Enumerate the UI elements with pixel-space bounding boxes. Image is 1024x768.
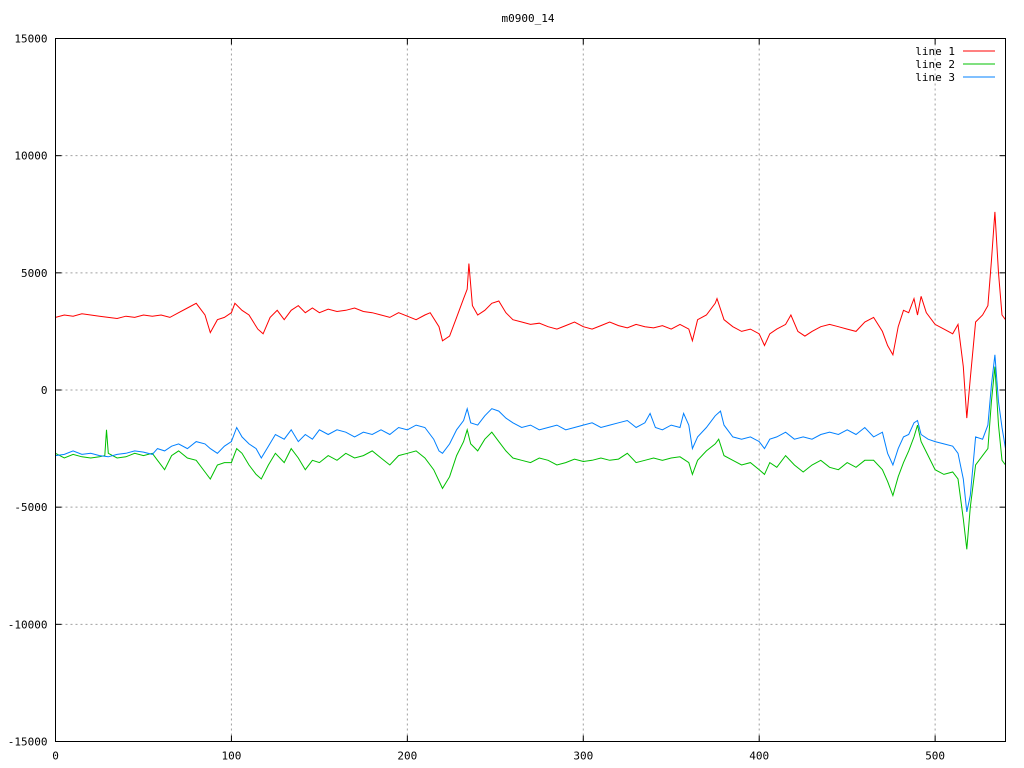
y-tick-label: -15000 — [8, 736, 48, 749]
chart-title: m0900_14 — [502, 12, 555, 25]
grid — [55, 38, 1006, 742]
x-tick-label: 100 — [221, 750, 241, 763]
series-line-2 — [55, 366, 1006, 550]
legend-label: line 3 — [915, 71, 955, 84]
x-tick-label: 400 — [749, 750, 769, 763]
y-tick-label: 10000 — [14, 150, 47, 163]
x-tick-label: 300 — [573, 750, 593, 763]
y-tick-label: -10000 — [8, 618, 48, 631]
series-line-1 — [55, 211, 1006, 419]
y-tick-label: -5000 — [14, 501, 47, 514]
x-tick-label: 200 — [397, 750, 417, 763]
y-tick-label: 0 — [41, 384, 48, 397]
axis-ticks: 0 100 200 300 400 500 -15000 -10000 -5000 0 5000 10… — [8, 33, 1006, 763]
series-line-3 — [55, 354, 1006, 513]
y-tick-label: 15000 — [14, 33, 47, 46]
legend-label: line 1 — [915, 45, 955, 58]
x-tick-label: 500 — [925, 750, 945, 763]
y-tick-label: 5000 — [21, 267, 48, 280]
legend-label: line 2 — [915, 58, 955, 71]
x-tick-label: 0 — [52, 750, 59, 763]
series-lines — [55, 211, 1006, 550]
